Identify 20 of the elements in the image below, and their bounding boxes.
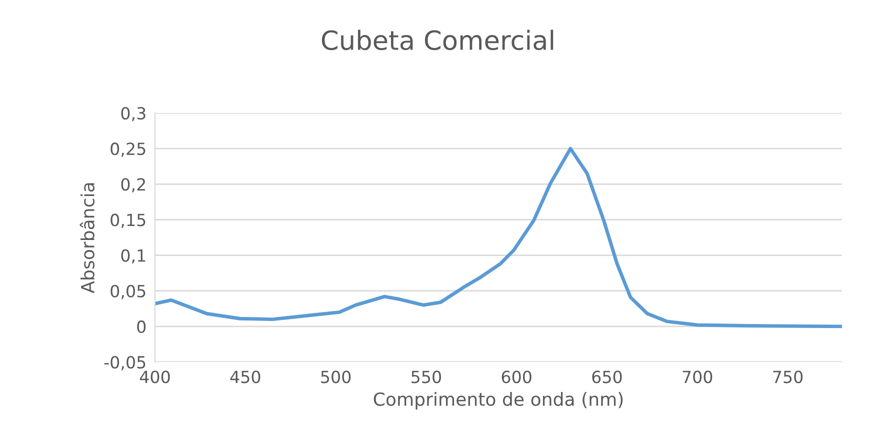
x-tick-label: 550 [412,370,441,384]
y-tick-label: 0,3 [121,106,146,122]
y-tick-label: 0,25 [110,142,146,157]
y-tick-label: 0,15 [110,214,146,228]
x-tick-label: 700 [682,370,712,384]
y-tick-label: 0,05 [110,284,146,300]
x-axis-title: Comprimento de onda (nm) [374,392,623,410]
chart-title: Cubeta Comercial [322,30,554,50]
line-series [155,146,842,328]
x-tick-label: 600 [502,370,532,384]
y-tick-label: 0 [137,320,146,333]
x-tick-label: 750 [773,370,803,384]
x-tick-label: 450 [230,370,260,384]
y-tick-label: 0,1 [121,249,146,264]
y-tick-label: 0,2 [121,178,145,192]
x-tick-label: 400 [140,370,170,384]
y-axis-title: Absorbância [80,183,94,294]
x-tick-label: 650 [592,370,622,384]
x-tick-label: 500 [321,370,351,384]
y-tick-label: -0,05 [104,356,146,370]
